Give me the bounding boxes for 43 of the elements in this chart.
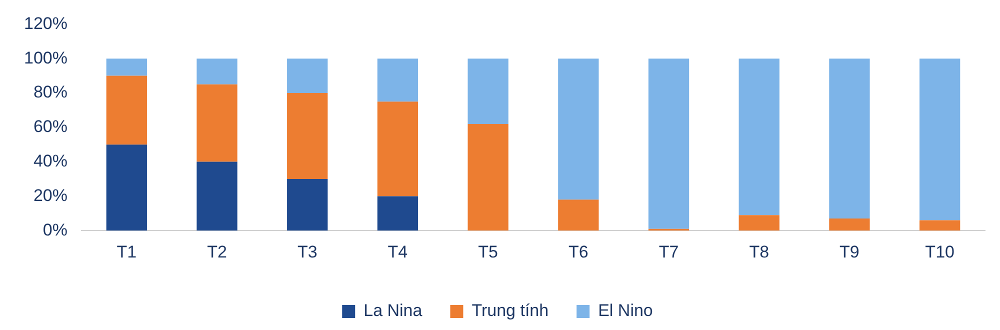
bar xyxy=(287,58,328,93)
bar xyxy=(106,76,147,145)
bar xyxy=(377,196,418,231)
y-tick-label: 40% xyxy=(33,151,68,170)
x-tick-label: T5 xyxy=(478,242,498,262)
bar xyxy=(558,200,599,231)
x-tick-label: T2 xyxy=(207,242,227,262)
y-tick-label: 20% xyxy=(33,186,68,205)
bar xyxy=(196,58,238,84)
y-tick-label: 120% xyxy=(24,14,68,33)
x-tick-label: T6 xyxy=(568,242,588,262)
bar xyxy=(829,218,870,231)
legend-label: Trung tính xyxy=(472,301,549,320)
x-tick-label: T7 xyxy=(658,242,679,262)
bar xyxy=(919,220,960,231)
y-tick-label: 100% xyxy=(24,48,68,68)
bar xyxy=(738,58,780,216)
legend-label: La Nina xyxy=(364,301,423,320)
bar xyxy=(558,58,599,200)
bar xyxy=(287,179,328,231)
bar xyxy=(738,215,780,231)
y-tick-label: 0% xyxy=(42,220,68,240)
x-tick-label: T8 xyxy=(749,242,770,262)
bar xyxy=(468,58,508,124)
bar xyxy=(377,58,418,102)
bar xyxy=(829,58,870,219)
bar xyxy=(196,162,238,231)
y-tick-label: 60% xyxy=(33,117,68,136)
x-tick-label: T1 xyxy=(116,242,137,262)
bar xyxy=(196,84,238,162)
bar xyxy=(468,124,508,231)
bar xyxy=(287,93,328,179)
y-tick-label: 80% xyxy=(33,82,68,102)
x-tick-label: T3 xyxy=(297,242,318,262)
legend-label: El Nino xyxy=(598,301,653,320)
bar xyxy=(106,58,147,76)
x-tick-label: T4 xyxy=(388,242,408,262)
bar xyxy=(106,144,147,231)
x-tick-label: T9 xyxy=(840,242,860,262)
bar xyxy=(377,102,418,196)
bar xyxy=(648,58,690,229)
bar xyxy=(919,58,960,220)
x-tick-label: T10 xyxy=(925,242,954,262)
